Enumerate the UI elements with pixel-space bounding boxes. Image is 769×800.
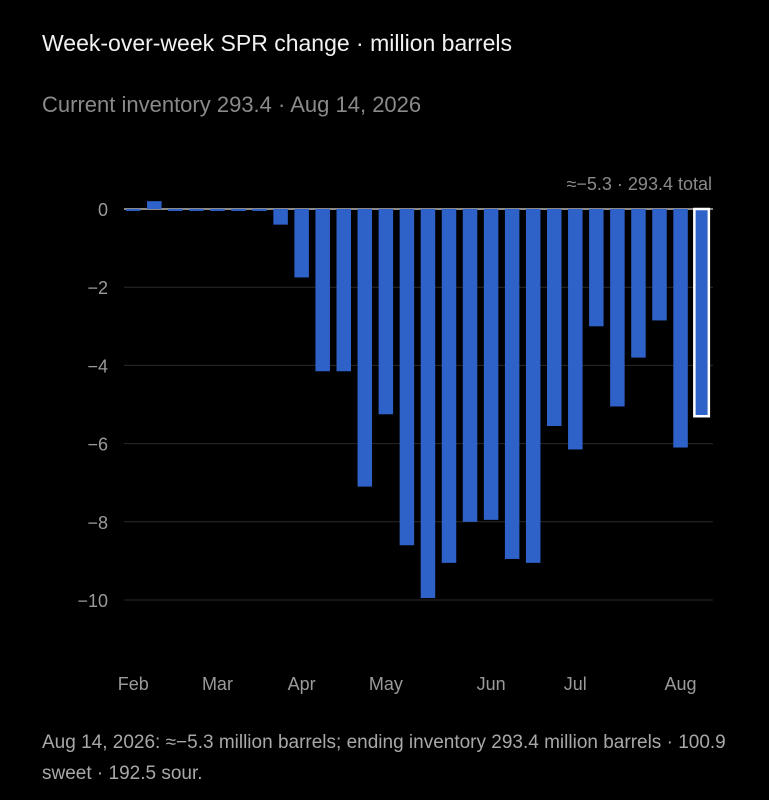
chart-title: Week-over-week SPR change · million barr… — [42, 30, 512, 56]
y-tick-label: −10 — [77, 591, 108, 611]
bar — [315, 209, 330, 372]
bar — [126, 209, 141, 211]
bar — [462, 209, 478, 522]
bar — [441, 209, 457, 563]
bar — [547, 209, 562, 427]
bar — [483, 209, 499, 520]
bar — [589, 209, 604, 327]
y-axis-ticks: 0 −2 −4 −6 −8 −10 — [77, 200, 108, 611]
bar — [294, 209, 309, 278]
latest-value-annotation: ≈−5.3 · 293.4 total — [567, 174, 712, 194]
bar — [147, 201, 162, 209]
bar-highlighted — [693, 207, 711, 418]
bar — [189, 209, 204, 211]
chart-subtitle: Current inventory 293.4 · Aug 14, 2026 — [42, 92, 422, 117]
bar — [210, 209, 225, 211]
y-tick-label: −8 — [87, 513, 108, 533]
bar — [504, 209, 520, 559]
y-tick-label: −6 — [87, 435, 108, 455]
bar — [610, 209, 625, 407]
x-axis-ticks: Feb Mar Apr May Jun Jul Aug — [118, 674, 697, 694]
bar — [673, 209, 688, 448]
x-tick-label: Apr — [288, 674, 316, 694]
bar — [568, 209, 583, 450]
bar — [399, 209, 415, 546]
bar — [631, 209, 646, 358]
bar-chart: 0 −2 −4 −6 −8 −10 Feb Mar Apr May Jun Jul Aug ≈−5.3… — [77, 174, 713, 694]
x-tick-label: Jul — [564, 674, 587, 694]
x-tick-label: Feb — [118, 674, 149, 694]
bar — [252, 209, 267, 211]
bar — [525, 209, 541, 563]
x-tick-label: Jun — [477, 674, 506, 694]
x-tick-label: May — [369, 674, 403, 694]
bar — [273, 209, 288, 225]
bar — [652, 209, 667, 321]
bar — [420, 209, 436, 599]
bars — [126, 201, 711, 599]
x-tick-label: Aug — [665, 674, 697, 694]
bar — [231, 209, 246, 211]
x-tick-label: Mar — [202, 674, 233, 694]
bar — [378, 209, 394, 415]
bar — [357, 209, 373, 487]
bar — [168, 209, 183, 211]
bar — [336, 209, 351, 372]
y-tick-label: −2 — [87, 278, 108, 298]
y-tick-label: −4 — [87, 356, 108, 376]
chart-caption: Aug 14, 2026: ≈−5.3 million barrels; end… — [42, 732, 726, 784]
y-tick-label: 0 — [98, 200, 108, 220]
